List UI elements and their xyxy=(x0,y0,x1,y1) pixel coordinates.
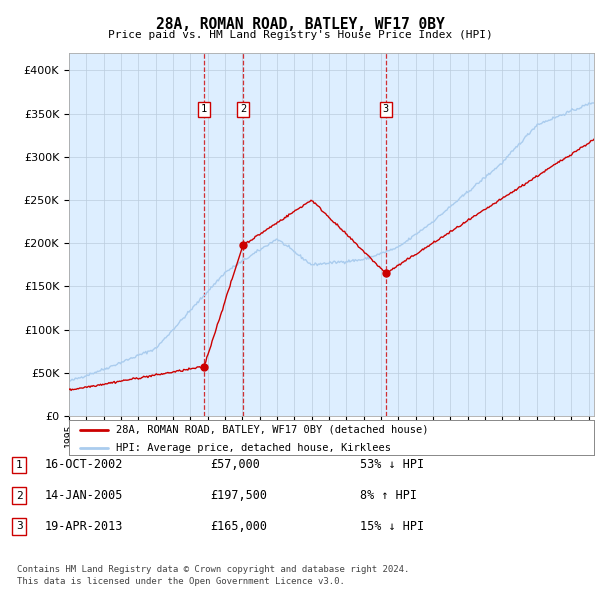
Text: HPI: Average price, detached house, Kirklees: HPI: Average price, detached house, Kirk… xyxy=(116,442,391,453)
Text: 1: 1 xyxy=(201,104,207,114)
Text: 28A, ROMAN ROAD, BATLEY, WF17 0BY (detached house): 28A, ROMAN ROAD, BATLEY, WF17 0BY (detac… xyxy=(116,425,429,435)
Text: Price paid vs. HM Land Registry's House Price Index (HPI): Price paid vs. HM Land Registry's House … xyxy=(107,30,493,40)
Text: 14-JAN-2005: 14-JAN-2005 xyxy=(45,489,124,502)
Text: £165,000: £165,000 xyxy=(210,520,267,533)
Text: This data is licensed under the Open Government Licence v3.0.: This data is licensed under the Open Gov… xyxy=(17,577,344,586)
Text: 2: 2 xyxy=(16,491,23,500)
Text: 1: 1 xyxy=(16,460,23,470)
Text: 3: 3 xyxy=(16,522,23,531)
Text: 28A, ROMAN ROAD, BATLEY, WF17 0BY: 28A, ROMAN ROAD, BATLEY, WF17 0BY xyxy=(155,17,445,31)
Text: 15% ↓ HPI: 15% ↓ HPI xyxy=(360,520,424,533)
Text: 2: 2 xyxy=(240,104,246,114)
Text: 8% ↑ HPI: 8% ↑ HPI xyxy=(360,489,417,502)
Text: 19-APR-2013: 19-APR-2013 xyxy=(45,520,124,533)
Text: 3: 3 xyxy=(383,104,389,114)
Text: 16-OCT-2002: 16-OCT-2002 xyxy=(45,458,124,471)
Text: £57,000: £57,000 xyxy=(210,458,260,471)
Text: £197,500: £197,500 xyxy=(210,489,267,502)
Text: Contains HM Land Registry data © Crown copyright and database right 2024.: Contains HM Land Registry data © Crown c… xyxy=(17,565,409,574)
Text: 53% ↓ HPI: 53% ↓ HPI xyxy=(360,458,424,471)
